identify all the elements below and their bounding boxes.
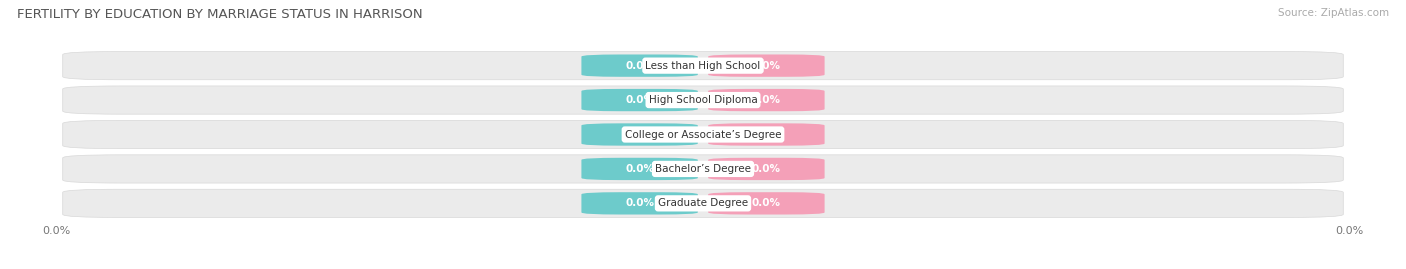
FancyBboxPatch shape [582, 55, 697, 77]
FancyBboxPatch shape [63, 52, 1343, 80]
Text: 0.0%: 0.0% [752, 61, 780, 71]
Text: 0.0%: 0.0% [626, 129, 654, 140]
Text: Bachelor’s Degree: Bachelor’s Degree [655, 164, 751, 174]
Text: 0.0%: 0.0% [752, 164, 780, 174]
Text: FERTILITY BY EDUCATION BY MARRIAGE STATUS IN HARRISON: FERTILITY BY EDUCATION BY MARRIAGE STATU… [17, 8, 422, 21]
Text: 0.0%: 0.0% [752, 129, 780, 140]
Text: 0.0%: 0.0% [626, 61, 654, 71]
FancyBboxPatch shape [582, 89, 697, 111]
Text: 0.0%: 0.0% [626, 198, 654, 208]
Text: Source: ZipAtlas.com: Source: ZipAtlas.com [1278, 8, 1389, 18]
FancyBboxPatch shape [709, 89, 824, 111]
Text: 0.0%: 0.0% [626, 95, 654, 105]
Text: 0.0%: 0.0% [752, 95, 780, 105]
Text: Graduate Degree: Graduate Degree [658, 198, 748, 208]
FancyBboxPatch shape [63, 121, 1343, 148]
FancyBboxPatch shape [582, 158, 697, 180]
FancyBboxPatch shape [709, 192, 824, 214]
FancyBboxPatch shape [63, 189, 1343, 217]
Text: 0.0%: 0.0% [626, 164, 654, 174]
Text: High School Diploma: High School Diploma [648, 95, 758, 105]
FancyBboxPatch shape [63, 155, 1343, 183]
FancyBboxPatch shape [709, 123, 824, 146]
FancyBboxPatch shape [582, 123, 697, 146]
FancyBboxPatch shape [709, 158, 824, 180]
Text: Less than High School: Less than High School [645, 61, 761, 71]
FancyBboxPatch shape [709, 55, 824, 77]
Text: College or Associate’s Degree: College or Associate’s Degree [624, 129, 782, 140]
Text: 0.0%: 0.0% [752, 198, 780, 208]
FancyBboxPatch shape [582, 192, 697, 214]
FancyBboxPatch shape [63, 86, 1343, 114]
